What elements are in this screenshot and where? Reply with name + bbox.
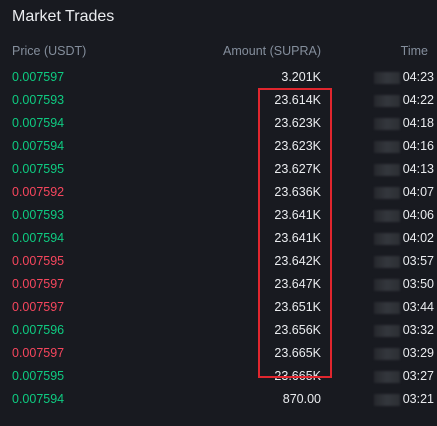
trade-time: 04:06 [402,208,434,222]
trade-price: 0.007594 [12,139,65,153]
trades-list[interactable]: 0.007597 3.201K 04:23 0.007593 23.614K 04:22 0… [0,66,437,416]
trade-amount: 23.627K [274,162,321,176]
blurred-date [374,394,400,406]
trade-row: 0.007597 23.665K 03:29 [0,342,437,365]
trade-amount: 23.647K [274,277,321,291]
trade-row: 0.007596 23.656K 03:32 [0,319,437,342]
trade-time: 03:29 [402,346,434,360]
trade-row: 0.007595 23.627K 04:13 [0,158,437,181]
trade-amount: 23.665K [274,369,321,383]
trade-time: 04:02 [402,231,434,245]
trade-price: 0.007594 [12,231,65,245]
trade-price: 0.007593 [12,208,65,222]
blurred-date [374,141,400,153]
trade-amount: 23.623K [274,116,321,130]
blurred-date [374,279,400,291]
price-column-header: Price (USDT) [12,44,87,58]
blurred-date [374,210,400,222]
trade-price: 0.007594 [12,116,65,130]
time-column-header: Time [400,44,428,58]
trade-row: 0.007594 23.623K 04:18 [0,112,437,135]
trade-time: 04:18 [402,116,434,130]
trade-row: 0.007597 3.201K 04:23 [0,66,437,89]
trade-row: 0.007595 23.642K 03:57 [0,250,437,273]
trade-row: 0.007597 23.651K 03:44 [0,296,437,319]
trade-row: 0.007594 870.00 03:21 [0,388,437,411]
blurred-date [374,187,400,199]
trade-time: 04:16 [402,139,434,153]
trade-price: 0.007595 [12,369,65,383]
trade-price: 0.007592 [12,185,65,199]
trade-price: 0.007595 [12,162,65,176]
trade-price: 0.007597 [12,70,65,84]
trade-row: 0.007593 23.641K 04:06 [0,204,437,227]
blurred-date [374,325,400,337]
trade-price: 0.007597 [12,300,65,314]
blurred-date [374,118,400,130]
trade-amount: 23.642K [274,254,321,268]
panel-title: Market Trades [12,8,115,25]
trade-time: 04:23 [402,70,434,84]
trade-amount: 870.00 [282,392,321,406]
trade-row: 0.007593 23.614K 04:22 [0,89,437,112]
trade-amount: 23.614K [274,93,321,107]
trade-time: 03:32 [402,323,434,337]
blurred-date [374,302,400,314]
blurred-date [374,256,400,268]
amount-column-header: Amount (SUPRA) [223,44,321,58]
trade-time: 03:44 [402,300,434,314]
trade-time: 04:22 [402,93,434,107]
trade-time: 03:50 [402,277,434,291]
trade-amount: 23.641K [274,231,321,245]
trade-amount: 23.623K [274,139,321,153]
trade-price: 0.007595 [12,254,65,268]
trade-amount: 23.636K [274,185,321,199]
trade-amount: 23.651K [274,300,321,314]
trade-amount: 23.656K [274,323,321,337]
trade-time: 04:13 [402,162,434,176]
blurred-date [374,164,400,176]
trade-amount: 23.665K [274,346,321,360]
trade-time: 03:57 [402,254,434,268]
trade-row: 0.007597 23.647K 03:50 [0,273,437,296]
blurred-date [374,233,400,245]
trade-time: 03:27 [402,369,434,383]
trade-amount: 3.201K [281,70,321,84]
blurred-date [374,371,400,383]
trade-price: 0.007594 [12,392,65,406]
trade-row: 0.007594 23.641K 04:02 [0,227,437,250]
blurred-date [374,348,400,360]
trade-price: 0.007593 [12,93,65,107]
trade-price: 0.007596 [12,323,65,337]
trade-amount: 23.641K [274,208,321,222]
trade-time: 03:21 [402,392,434,406]
trade-row: 0.007594 23.623K 04:16 [0,135,437,158]
trade-price: 0.007597 [12,346,65,360]
blurred-date [374,72,400,84]
trade-time: 04:07 [402,185,434,199]
trade-row: 0.007595 23.665K 03:27 [0,365,437,388]
column-header: Price (USDT) Amount (SUPRA) Time [0,44,437,60]
trade-price: 0.007597 [12,277,65,291]
blurred-date [374,95,400,107]
trade-row: 0.007592 23.636K 04:07 [0,181,437,204]
